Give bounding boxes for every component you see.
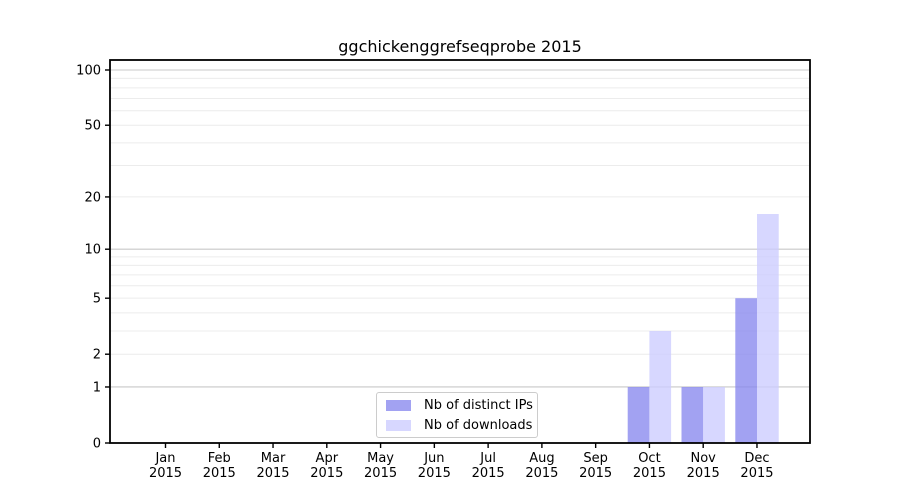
- y-tick-label-50: 50: [84, 119, 101, 134]
- y-tick-label-5: 5: [93, 292, 101, 307]
- legend-label-downloads: Nb of downloads: [424, 417, 533, 433]
- y-tick-label-100: 100: [76, 64, 101, 79]
- x-tick-label-year-jun: 2015: [418, 466, 451, 481]
- x-tick-label-month-feb: Feb: [208, 451, 231, 466]
- y-tick-label-10: 10: [84, 243, 101, 258]
- bar-dec-downloads: [757, 214, 779, 443]
- bar-oct-distinct-ips: [627, 387, 650, 443]
- bar-nov-downloads: [703, 387, 725, 443]
- x-tick-label-month-mar: Mar: [261, 451, 286, 466]
- x-tick-label-month-may: May: [367, 451, 394, 466]
- x-tick-label-year-sep: 2015: [579, 466, 612, 481]
- legend-item-distinct-ips: Nb of distinct IPs: [386, 398, 537, 413]
- y-tick-label-2: 2: [93, 348, 101, 363]
- y-tick-label-0: 0: [93, 437, 101, 452]
- legend-item-downloads: Nb of downloads: [386, 418, 537, 433]
- x-tick-label-year-aug: 2015: [525, 466, 558, 481]
- x-tick-label-year-may: 2015: [364, 466, 397, 481]
- x-tick-label-month-sep: Sep: [583, 451, 608, 466]
- x-tick-label-month-oct: Oct: [638, 451, 660, 466]
- legend: Nb of distinct IPs Nb of downloads: [376, 392, 538, 438]
- x-tick-label-year-jan: 2015: [149, 466, 182, 481]
- x-tick-label-year-mar: 2015: [256, 466, 289, 481]
- x-tick-label-month-jan: Jan: [154, 451, 175, 466]
- x-tick-label-month-jun: Jun: [423, 451, 444, 466]
- y-tick-label-20: 20: [84, 190, 101, 205]
- legend-swatch-downloads: [386, 419, 411, 431]
- x-tick-label-month-dec: Dec: [744, 451, 769, 466]
- x-tick-label-month-nov: Nov: [691, 451, 717, 466]
- x-tick-label-year-nov: 2015: [687, 466, 720, 481]
- x-tick-label-year-dec: 2015: [740, 466, 773, 481]
- bar-oct-downloads: [649, 331, 672, 443]
- x-tick-label-year-oct: 2015: [633, 466, 666, 481]
- legend-label-distinct-ips: Nb of distinct IPs: [424, 397, 533, 413]
- bar-nov-distinct-ips: [681, 387, 704, 443]
- bar-dec-distinct-ips: [735, 298, 757, 443]
- y-tick-label-1: 1: [93, 381, 101, 396]
- x-tick-label-month-aug: Aug: [529, 451, 554, 466]
- x-tick-label-year-apr: 2015: [310, 466, 343, 481]
- x-tick-label-month-apr: Apr: [316, 451, 339, 466]
- chart-title: ggchickenggrefseqprobe 2015: [338, 37, 582, 56]
- legend-swatch-distinct-ips: [386, 399, 411, 411]
- x-tick-label-year-feb: 2015: [203, 466, 236, 481]
- x-tick-label-year-jul: 2015: [472, 466, 505, 481]
- x-tick-label-month-jul: Jul: [479, 451, 496, 466]
- axes-frame: [109, 59, 811, 444]
